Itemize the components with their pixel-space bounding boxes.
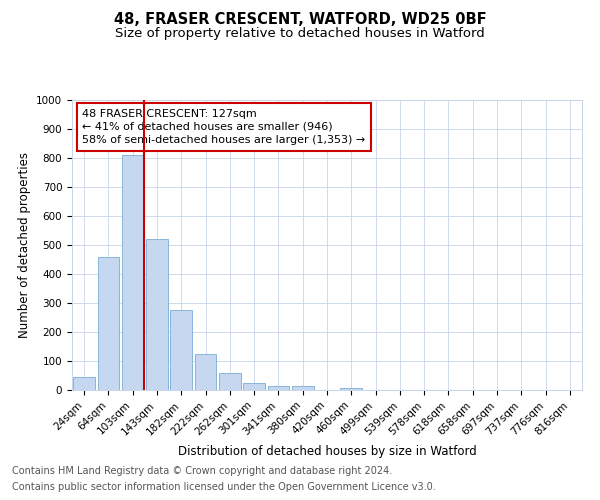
Bar xyxy=(268,386,289,390)
Text: Contains HM Land Registry data © Crown copyright and database right 2024.: Contains HM Land Registry data © Crown c… xyxy=(12,466,392,476)
Bar xyxy=(219,372,241,390)
Bar xyxy=(97,256,119,390)
Text: Size of property relative to detached houses in Watford: Size of property relative to detached ho… xyxy=(115,28,485,40)
Y-axis label: Number of detached properties: Number of detached properties xyxy=(17,152,31,338)
Bar xyxy=(170,310,192,390)
X-axis label: Distribution of detached houses by size in Watford: Distribution of detached houses by size … xyxy=(178,445,476,458)
Bar xyxy=(194,354,217,390)
Bar xyxy=(340,388,362,390)
Text: Contains public sector information licensed under the Open Government Licence v3: Contains public sector information licen… xyxy=(12,482,436,492)
Bar xyxy=(146,239,168,390)
Text: 48, FRASER CRESCENT, WATFORD, WD25 0BF: 48, FRASER CRESCENT, WATFORD, WD25 0BF xyxy=(113,12,487,28)
Bar xyxy=(243,383,265,390)
Bar xyxy=(122,155,143,390)
Bar xyxy=(292,386,314,390)
Text: 48 FRASER CRESCENT: 127sqm
← 41% of detached houses are smaller (946)
58% of sem: 48 FRASER CRESCENT: 127sqm ← 41% of deta… xyxy=(82,108,365,145)
Bar xyxy=(73,376,95,390)
